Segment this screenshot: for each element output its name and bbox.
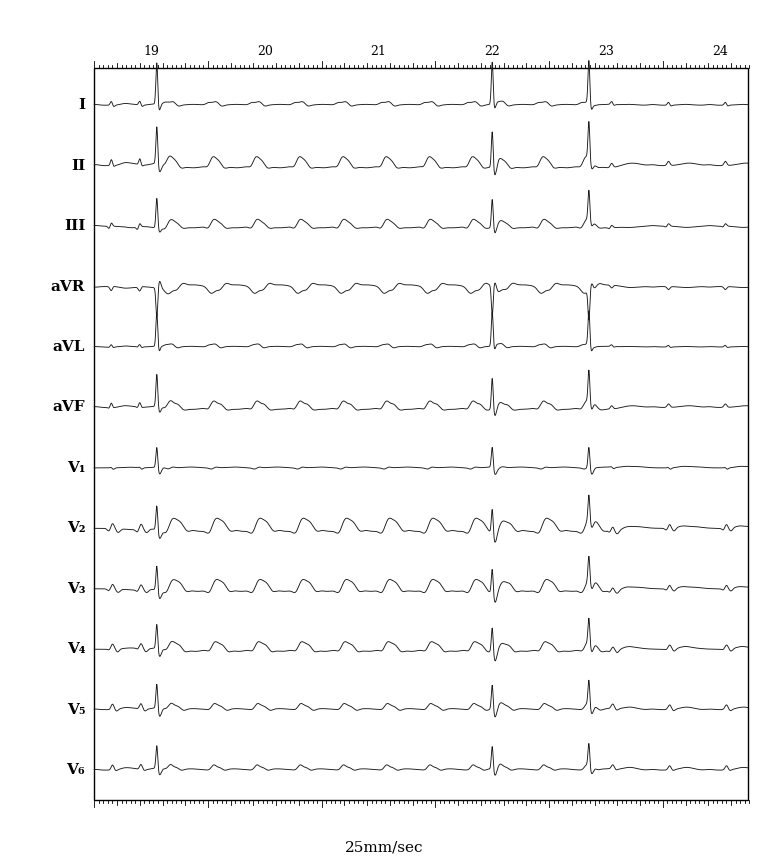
- Text: V₁: V₁: [67, 461, 85, 475]
- Text: V₂: V₂: [67, 521, 85, 535]
- Text: V₄: V₄: [67, 642, 85, 656]
- Text: aVL: aVL: [53, 340, 85, 354]
- Text: 23: 23: [598, 45, 614, 58]
- Text: 24: 24: [712, 45, 727, 58]
- Text: II: II: [71, 159, 85, 173]
- Text: V₃: V₃: [67, 582, 85, 596]
- Text: V₆: V₆: [67, 763, 85, 777]
- Text: I: I: [78, 98, 85, 112]
- Text: 20: 20: [257, 45, 273, 58]
- Text: 25mm/sec: 25mm/sec: [345, 841, 423, 855]
- Text: V₅: V₅: [67, 702, 85, 717]
- Text: 21: 21: [371, 45, 386, 58]
- Text: 22: 22: [485, 45, 500, 58]
- Text: 19: 19: [143, 45, 159, 58]
- Text: aVF: aVF: [52, 401, 85, 414]
- Text: III: III: [64, 219, 85, 233]
- Text: aVR: aVR: [51, 279, 85, 294]
